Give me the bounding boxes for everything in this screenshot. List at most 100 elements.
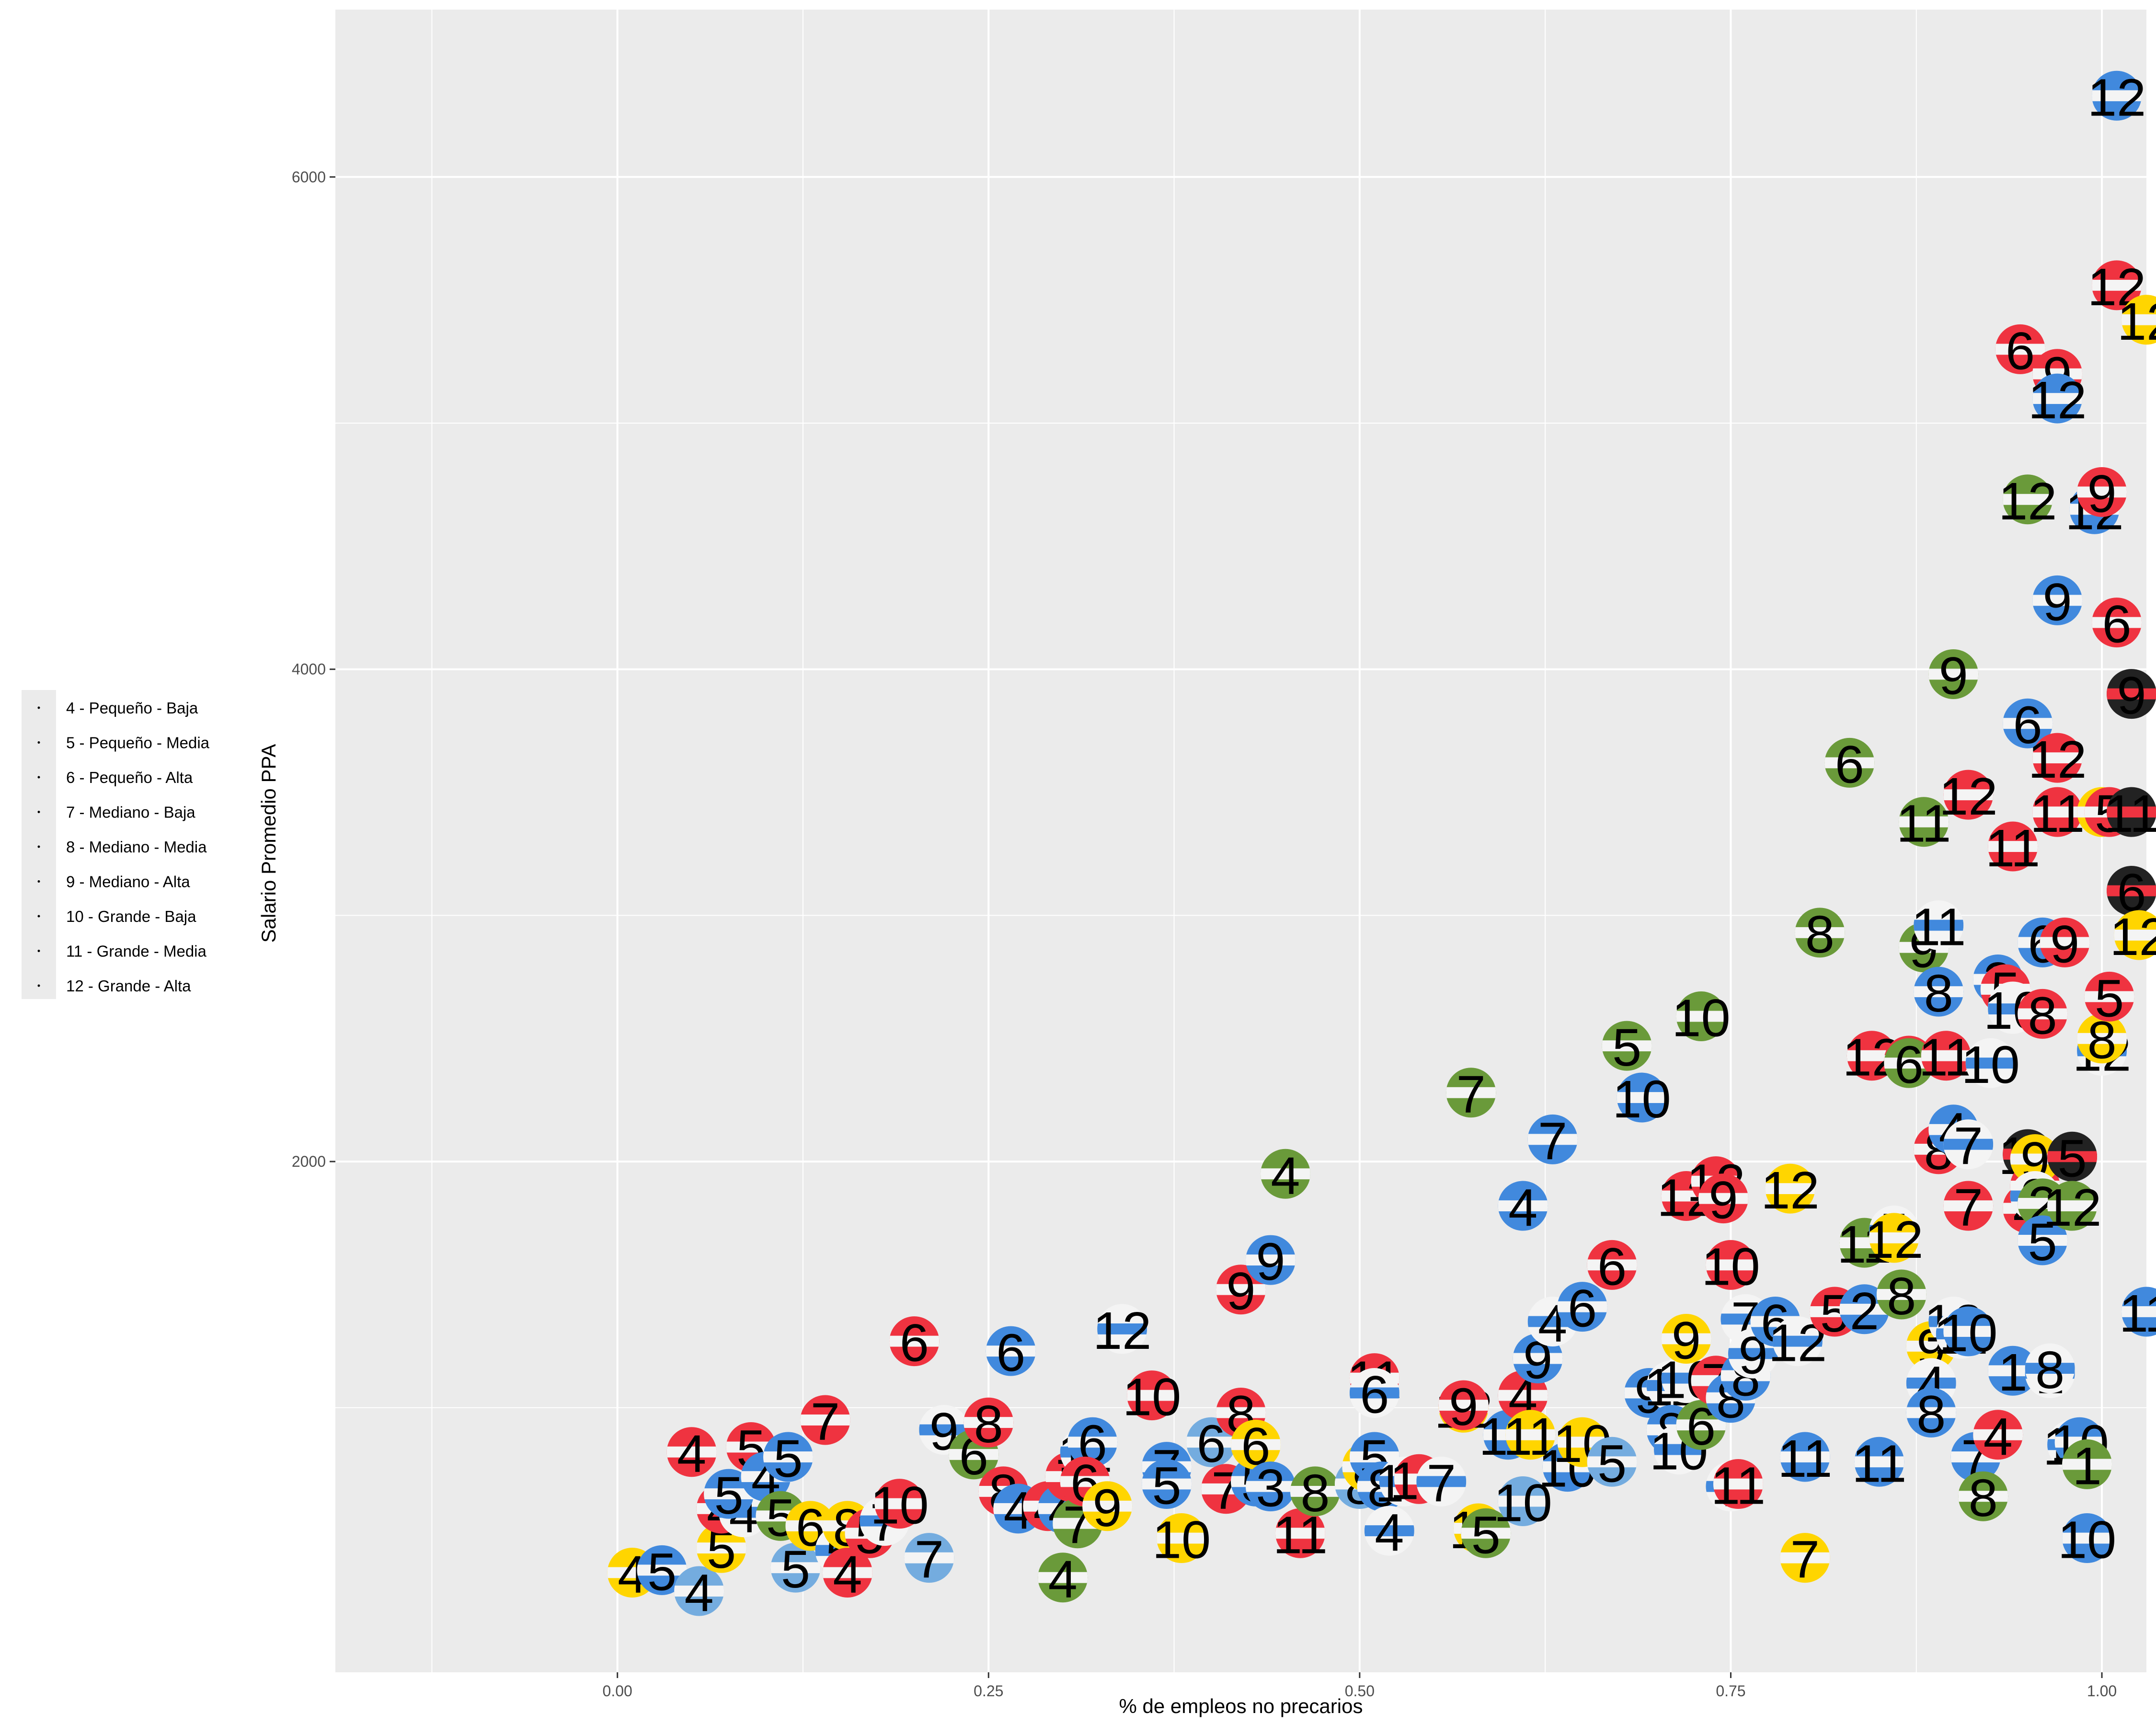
data-point: 4 — [674, 1564, 724, 1622]
point-flag-stripe — [1973, 1429, 2023, 1440]
data-point: 12 — [1761, 1161, 1819, 1220]
point-flag-stripe — [1824, 757, 1875, 769]
data-point: 4 — [1364, 1503, 1414, 1562]
point-flag-stripe — [2047, 1151, 2098, 1162]
data-point: 5 — [637, 1542, 687, 1601]
point-flag-stripe — [2062, 1459, 2112, 1470]
point-flag-stripe — [2003, 718, 2053, 729]
data-point: 10 — [1612, 1070, 1671, 1129]
data-point: 10 — [1961, 1035, 2019, 1094]
point-flag-stripe — [2032, 595, 2083, 606]
data-point: 4 — [1973, 1407, 2023, 1466]
point-label: 12 — [2087, 68, 2146, 127]
point-flag-stripe — [1899, 816, 1949, 828]
point-label: 4 — [677, 1425, 706, 1484]
point-label: 11 — [1852, 1434, 1906, 1493]
point-flag-stripe — [2003, 494, 2053, 505]
x-tick-label: 0.00 — [603, 1682, 632, 1700]
point-flag-stripe — [1943, 789, 1994, 801]
data-point: 10 — [2058, 1511, 2116, 1570]
data-points: 4544544554555675845710679688644447711669… — [607, 68, 2156, 1622]
point-flag-stripe — [1498, 1200, 1548, 1211]
data-point: 11 — [1273, 1506, 1328, 1564]
point-flag-stripe — [1498, 1495, 1548, 1507]
point-flag-stripe — [1587, 1259, 1637, 1271]
data-point: 9 — [2040, 915, 2090, 974]
point-label: 2 — [1850, 1282, 1879, 1341]
point-label: 7 — [811, 1392, 840, 1451]
point-flag-stripe — [822, 1567, 872, 1578]
y-tick-label: 6000 — [292, 168, 326, 185]
point-label: 12 — [2028, 371, 2087, 430]
data-point: 12 — [1998, 472, 2057, 531]
data-point: 5 — [763, 1429, 813, 1488]
data-point: 5 — [1587, 1434, 1637, 1493]
data-point: 7 — [1446, 1065, 1496, 1124]
point-flag-stripe — [1943, 1138, 1994, 1150]
point-label: 12 — [1761, 1161, 1819, 1220]
point-flag-stripe — [1097, 1323, 1147, 1334]
point-label: 12 — [2117, 292, 2156, 351]
point-flag-stripe — [1527, 1134, 1578, 1145]
data-point: 8 — [963, 1395, 1014, 1454]
legend-key — [37, 776, 40, 779]
legend-label: 5 - Pequeño - Media — [66, 734, 210, 752]
data-point: 3 — [1245, 1459, 1296, 1518]
point-flag-stripe — [2092, 90, 2142, 102]
point-label: 5 — [1152, 1457, 1181, 1516]
point-label: 7 — [1954, 1178, 1983, 1237]
legend-label: 6 - Pequeño - Alta — [66, 769, 193, 786]
point-label: 4 — [1048, 1550, 1078, 1609]
point-flag-stripe — [1876, 1289, 1927, 1300]
data-point: 1 — [2062, 1437, 2112, 1495]
data-point: 8 — [2025, 1341, 2075, 1400]
point-label: 5 — [1612, 1018, 1641, 1077]
data-point: 12 — [2028, 371, 2087, 430]
point-flag-stripe — [1290, 1485, 1340, 1497]
point-flag-stripe — [1602, 1040, 1652, 1052]
point-label: 12 — [1865, 1210, 1923, 1269]
point-flag-stripe — [1921, 1050, 1971, 1061]
point-flag-stripe — [2107, 688, 2156, 700]
point-label: 8 — [1805, 905, 1835, 964]
data-point: 9 — [1661, 1311, 1711, 1370]
point-label: 11 — [1778, 1429, 1832, 1488]
data-point: 9 — [2107, 667, 2156, 725]
point-flag-stripe — [2077, 486, 2127, 498]
point-label: 10 — [2058, 1511, 2116, 1570]
data-point: 6 — [1995, 322, 2045, 380]
point-flag-stripe — [800, 1414, 850, 1426]
x-axis-title: % de empleos no precarios — [1119, 1695, 1363, 1717]
legend-key — [37, 984, 40, 987]
point-flag-stripe — [1127, 1390, 1177, 1401]
point-label: 10 — [1612, 1070, 1671, 1129]
point-label: 12 — [2028, 730, 2087, 789]
point-flag-stripe — [1230, 1439, 1281, 1450]
point-label: 8 — [1924, 964, 1953, 1023]
point-label: 8 — [1916, 1385, 1946, 1444]
data-point: 4 — [1038, 1550, 1088, 1609]
y-tick-label: 2000 — [292, 1153, 326, 1170]
point-label: 9 — [2050, 915, 2079, 974]
x-tick-label: 0.25 — [974, 1682, 1003, 1700]
point-flag-stripe — [1765, 1183, 1815, 1195]
point-flag-stripe — [1505, 1429, 1556, 1440]
point-label: 5 — [773, 1429, 803, 1488]
x-tick-label: 0.75 — [1716, 1682, 1745, 1700]
point-flag-stripe — [2040, 937, 2090, 948]
point-flag-stripe — [1780, 1451, 1830, 1462]
data-point: 8 — [1906, 1385, 1956, 1444]
point-label: 10 — [1152, 1511, 1211, 1570]
data-point: 12 — [1939, 767, 1997, 826]
point-label: 10 — [1494, 1473, 1552, 1532]
point-label: 8 — [974, 1395, 1003, 1454]
point-flag-stripe — [1216, 1407, 1266, 1418]
legend-key — [37, 880, 40, 883]
legend-label: 4 - Pequeño - Baja — [66, 699, 198, 717]
point-label: 9 — [1449, 1378, 1478, 1437]
y-tick-label: 4000 — [292, 661, 326, 678]
point-flag-stripe — [1245, 1481, 1296, 1492]
point-label: 10 — [1961, 1035, 2019, 1094]
point-flag-stripe — [1216, 1284, 1266, 1295]
